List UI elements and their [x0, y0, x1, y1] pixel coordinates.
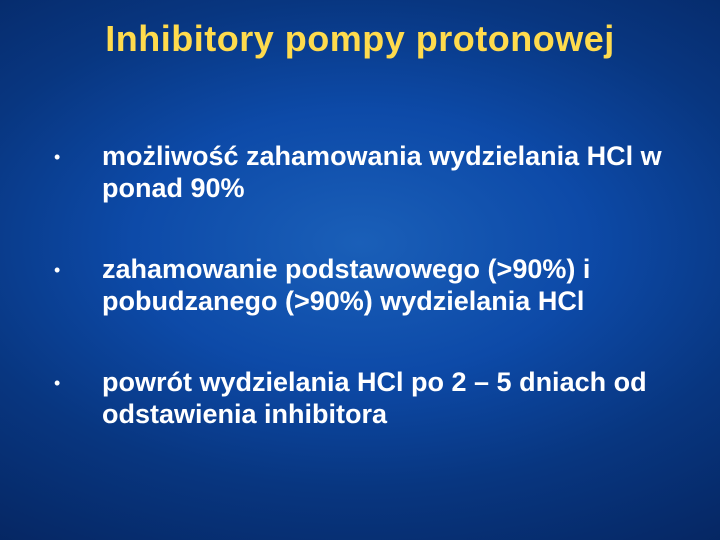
bullet-icon: • — [50, 140, 102, 174]
bullet-text: zahamowanie podstawowego (>90%) i pobudz… — [102, 253, 680, 318]
list-item: • zahamowanie podstawowego (>90%) i pobu… — [50, 253, 680, 318]
list-item: • powrót wydzielania HCl po 2 – 5 dniach… — [50, 366, 680, 431]
bullet-icon: • — [50, 253, 102, 287]
list-item: • możliwość zahamowania wydzielania HCl … — [50, 140, 680, 205]
bullet-text: powrót wydzielania HCl po 2 – 5 dniach o… — [102, 366, 680, 431]
bullet-text: możliwość zahamowania wydzielania HCl w … — [102, 140, 680, 205]
slide-content: • możliwość zahamowania wydzielania HCl … — [50, 140, 680, 478]
slide-title: Inhibitory pompy protonowej — [0, 18, 720, 60]
bullet-icon: • — [50, 366, 102, 400]
slide-container: Inhibitory pompy protonowej • możliwość … — [0, 0, 720, 540]
